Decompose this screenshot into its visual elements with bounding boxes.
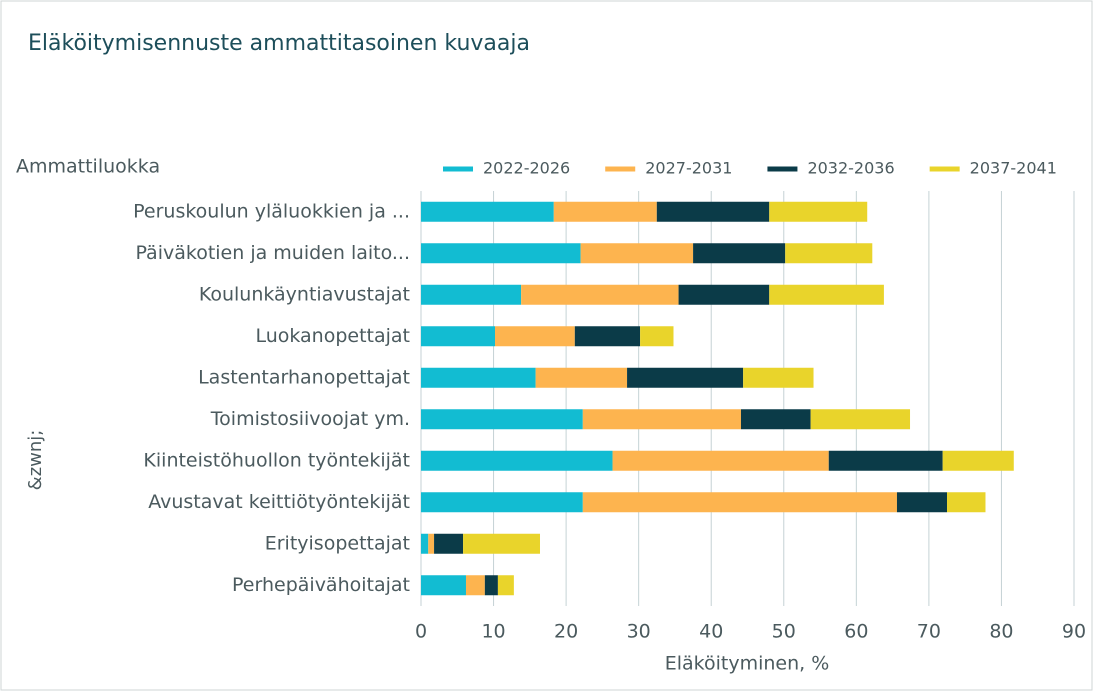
bar-segment [574, 326, 641, 347]
y-tick-label: Luokanopettajat [255, 325, 410, 347]
legend-label: 2022-2026 [483, 159, 570, 178]
x-tick-label: 70 [917, 621, 941, 643]
bar-segment [743, 367, 814, 388]
x-tick-label: 40 [699, 621, 723, 643]
y-tick-label: Toimistosiivoojat ym. [210, 408, 410, 430]
x-tick-label: 0 [415, 621, 427, 643]
bar-segment [434, 533, 464, 554]
chart-title: Eläköitymisennuste ammattitasoinen kuvaa… [28, 31, 530, 56]
bar-segment [421, 533, 429, 554]
bar-segment [810, 409, 911, 430]
bar-segment [656, 201, 770, 222]
bar-segment [497, 575, 514, 596]
y-tick-label: Päiväkotien ja muiden laito... [135, 242, 410, 264]
legend-label: 2027-2031 [645, 159, 732, 178]
bar-segment [693, 243, 786, 264]
bar-segment [769, 201, 868, 222]
bar-segment [421, 450, 613, 471]
bar-segment [678, 284, 770, 305]
bar-segment [582, 492, 897, 513]
legend-label: 2037-2041 [970, 159, 1057, 178]
bar-segment [421, 284, 522, 305]
y-tick-label: Erityisopettajat [265, 532, 410, 554]
bar-segment [421, 409, 583, 430]
x-tick-label: 10 [481, 621, 505, 643]
bar-segment [495, 326, 575, 347]
bar-segment [640, 326, 674, 347]
bar-segment [947, 492, 986, 513]
y-tick-label: Lastentarhanopettajat [198, 366, 410, 388]
bar-segment [465, 575, 485, 596]
y-label: &zwnj; [25, 430, 46, 491]
bar-segment [580, 243, 694, 264]
x-tick-label: 50 [772, 621, 796, 643]
bar-segment [428, 533, 435, 554]
bar-segment [421, 367, 536, 388]
bar-segment [942, 450, 1014, 471]
y-tick-label: Koulunkäyntiavustajat [199, 283, 410, 305]
x-tick-label: 80 [989, 621, 1013, 643]
x-tick-label: 20 [554, 621, 578, 643]
y-tick-label: Perhepäivähoitajat [232, 574, 410, 596]
bar-segment [421, 201, 554, 222]
bar-segment [553, 201, 657, 222]
x-tick-label: 30 [627, 621, 651, 643]
bar-segment [484, 575, 498, 596]
bar-segment [463, 533, 540, 554]
x-label: Eläköityminen, % [665, 653, 830, 675]
bar-segment [627, 367, 744, 388]
bar-segment [521, 284, 679, 305]
bar-segment [740, 409, 811, 430]
x-tick-label: 60 [844, 621, 868, 643]
y-title: Ammattiluokka [16, 156, 160, 178]
bar-segment [535, 367, 628, 388]
bar-segment [769, 284, 884, 305]
bar-segment [421, 492, 583, 513]
bar-segment [421, 575, 466, 596]
bar-segment [421, 243, 581, 264]
bar-segment [582, 409, 741, 430]
y-tick-label: Peruskoulun yläluokkien ja ... [133, 200, 410, 222]
bar-segment [896, 492, 948, 513]
x-tick-label: 90 [1062, 621, 1086, 643]
bar-segment [785, 243, 873, 264]
y-tick-label: Avustavat keittiötyöntekijät [148, 491, 410, 513]
bar-segment [828, 450, 943, 471]
legend-label: 2032-2036 [807, 159, 894, 178]
bar-segment [612, 450, 829, 471]
bar-segment [421, 326, 496, 347]
y-tick-label: Kiinteistöhuollon työntekijät [143, 449, 410, 471]
